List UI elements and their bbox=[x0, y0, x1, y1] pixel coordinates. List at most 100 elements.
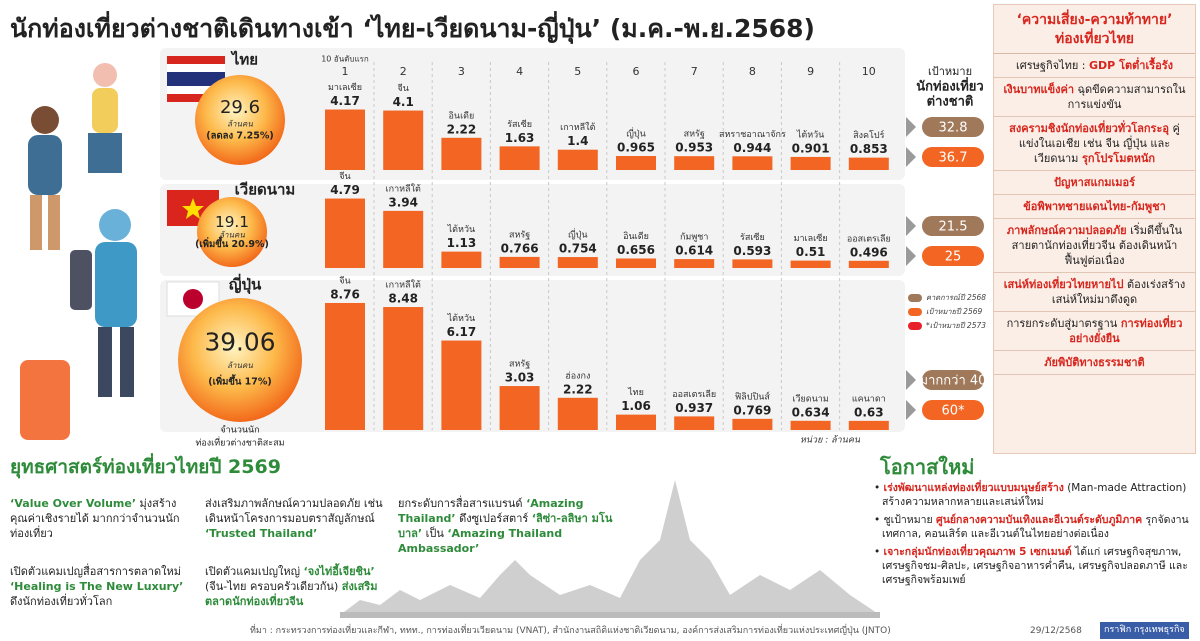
bar bbox=[383, 210, 424, 268]
category-label: รัสเซีย bbox=[740, 232, 765, 243]
bar bbox=[325, 109, 365, 170]
rank-label: 8 bbox=[749, 65, 756, 78]
body-text: ชูเป้าหมาย bbox=[883, 514, 937, 526]
highlight-text: ส่งเสริมตลาดนักท่องเที่ยวจีน bbox=[205, 580, 378, 608]
risk-title-line: ‘ความเสี่ยง-ความท้าทาย’ bbox=[1016, 12, 1173, 28]
target-header: ต่างชาติ bbox=[927, 95, 974, 110]
category-label: ญี่ปุ่น bbox=[568, 228, 588, 241]
category-label: รัสเซีย bbox=[507, 119, 532, 130]
value-label: 4.79 bbox=[330, 183, 360, 197]
body-text: ดึงซูเปอร์สตาร์ bbox=[455, 512, 532, 525]
value-label: 2.22 bbox=[563, 382, 593, 396]
risk-item: เสน่ห์ท่องเที่ยวไทยหายไป ต้องเร่งสร้างเส… bbox=[994, 273, 1195, 312]
category-label: ออสเตรเลีย bbox=[847, 233, 891, 244]
bar bbox=[499, 146, 540, 170]
flag-thailand bbox=[167, 56, 225, 102]
category-label: ฮ่องกง bbox=[565, 371, 590, 381]
rank-label: 10 bbox=[862, 65, 876, 78]
highlight-text: ‘Amazing Thailand Ambassador’ bbox=[398, 527, 563, 555]
total-change: (เพิ่มขึ้น 17%) bbox=[208, 374, 272, 388]
total-value: 29.6 bbox=[220, 97, 260, 118]
highlight-text: ปัญหาสแกมเมอร์ bbox=[1053, 176, 1136, 189]
bar bbox=[616, 156, 656, 170]
body-text: รุกจัดงานเทศกาล, คอนเสิร์ต และอีเวนต์ในไ… bbox=[882, 514, 1189, 540]
highlight-text: เร่งพัฒนาแหล่งท่องเที่ยวแบบมนุษย์สร้าง bbox=[883, 482, 1064, 494]
target-value: มากกว่า 40 bbox=[920, 374, 987, 389]
strategy-item: เปิดตัวแคมเปญใหญ่ ‘จงไท่อี้เจียชิน’ (จีน… bbox=[205, 564, 393, 609]
target-arrow bbox=[906, 216, 916, 236]
body-text: ดึงนักท่องเที่ยวทั่วโลก bbox=[10, 595, 113, 608]
date: 29/12/2568 bbox=[1030, 626, 1082, 636]
body-text: ยกระดับการสื่อสารแบรนด์ bbox=[398, 497, 527, 510]
value-label: 0.853 bbox=[850, 142, 888, 156]
highlight-text: เสน่ห์ท่องเที่ยวไทยหายไป bbox=[1003, 278, 1124, 291]
value-label: 1.63 bbox=[505, 131, 535, 145]
body-text: คู่แข่งในเอเชีย เช่น จีน ญี่ปุ่น และเวีย… bbox=[1018, 122, 1180, 165]
total-change: (ลดลง 7.25%) bbox=[206, 131, 273, 142]
category-label: ไต้หวัน bbox=[796, 129, 825, 140]
value-label: 2.22 bbox=[447, 122, 477, 136]
value-label: 4.1 bbox=[393, 95, 414, 109]
category-label: สหรัฐ bbox=[684, 130, 705, 140]
body-text: ต้องเร่งสร้างเสน่ห์ใหม่มาดึงดูด bbox=[1051, 278, 1186, 306]
highlight-text: ‘Healing is The New Luxury’ bbox=[10, 580, 184, 593]
traveler-illustration bbox=[20, 63, 137, 440]
total-change: (เพิ่มขึ้น 20.9%) bbox=[195, 236, 269, 250]
legend-label: คาดการณ์ปี 2568 bbox=[926, 293, 986, 302]
value-label: 0.901 bbox=[792, 141, 830, 155]
category-label: กัมพูชา bbox=[680, 233, 708, 243]
bar bbox=[674, 416, 715, 430]
risk-title-line: ท่องเที่ยวไทย bbox=[1054, 31, 1135, 47]
opportunity-item: • เจาะกลุ่มนักท่องเที่ยวคุณภาพ 5 เซกเมนต… bbox=[874, 546, 1188, 586]
bar bbox=[790, 260, 831, 268]
target-value: 25 bbox=[945, 250, 962, 265]
source: ที่มา : กระทรวงการท่องเที่ยวและกีฬา, ททท… bbox=[250, 626, 891, 636]
strategy-panel: ยุทธศาสตร์ท่องเที่ยวไทยปี 2569 ‘Value Ove… bbox=[0, 456, 640, 620]
total-value: 19.1 bbox=[215, 213, 249, 231]
category-label: แคนาดา bbox=[852, 394, 886, 404]
bar bbox=[616, 414, 656, 430]
value-label: 3.03 bbox=[505, 371, 535, 385]
total-unit: ล้านคน bbox=[219, 231, 245, 240]
category-label: จีน bbox=[397, 83, 408, 94]
category-label: ไทย bbox=[627, 387, 644, 398]
value-label: 6.17 bbox=[447, 325, 477, 339]
target-pill bbox=[922, 147, 984, 167]
total-circle bbox=[195, 75, 285, 165]
value-label: 0.754 bbox=[559, 242, 597, 256]
value-label: 4.17 bbox=[330, 94, 360, 108]
value-label: 8.76 bbox=[330, 287, 360, 301]
bar bbox=[499, 386, 540, 430]
cumulative-label: จำนวนนัก bbox=[220, 425, 259, 436]
risk-item: เงินบาทแข็งค่า ฉุดขีดความสามารถในการแข่ง… bbox=[994, 78, 1195, 117]
highlight-text: ‘จงไท่อี้เจียชิน’ bbox=[303, 565, 375, 578]
risk-item: สงครามชิงนักท่องเที่ยวทั่วโลกระอุ คู่แข่… bbox=[994, 117, 1195, 171]
body-text: มุ่งสร้างคุณค่าเชิงรายได้ มากกว่าจำนวนนั… bbox=[10, 497, 180, 540]
category-label: เกาหลีใต้ bbox=[386, 280, 421, 291]
category-label: สหราชอาณาจักร bbox=[719, 130, 786, 140]
highlight-text: ข้อพิพาทชายแดนไทย-กัมพูชา bbox=[1023, 200, 1166, 213]
bar bbox=[790, 156, 831, 170]
body-text: เปิดตัวแคมเปญสื่อสารการตลาดใหม่ bbox=[10, 565, 181, 578]
rank-label: 5 bbox=[574, 65, 581, 78]
value-label: 0.656 bbox=[617, 243, 655, 257]
legend-label: *เป้าหมายปี 2573 bbox=[926, 321, 986, 330]
risk-item: การยกระดับสู่มาตรฐาน การท่องเที่ยวอย่างย… bbox=[994, 312, 1195, 351]
risk-item: ข้อพิพาทชายแดนไทย-กัมพูชา bbox=[994, 195, 1195, 219]
rank-label: 9 bbox=[807, 65, 814, 78]
risk-item: ภาพลักษณ์ความปลอดภัย เริ่มดีขึ้นในสายตาน… bbox=[994, 219, 1195, 273]
category-label: เกาหลีใต้ bbox=[386, 183, 421, 194]
rank-header: 10 อันดับแรก bbox=[321, 55, 369, 64]
highlight-text: GDP โตต่ำเรื้อรัง bbox=[1089, 59, 1173, 72]
bar bbox=[848, 157, 889, 170]
strategy-title: ยุทธศาสตร์ท่องเที่ยวไทยปี 2569 bbox=[10, 456, 281, 478]
bar bbox=[499, 256, 540, 268]
value-label: 0.953 bbox=[675, 141, 713, 155]
legend-swatch bbox=[908, 308, 922, 316]
target-value: 32.8 bbox=[939, 121, 968, 136]
highlight-text: ‘Value Over Volume’ bbox=[10, 497, 137, 510]
risk-item: เศรษฐกิจไทย : GDP โตต่ำเรื้อรัง bbox=[994, 54, 1195, 78]
value-label: 0.63 bbox=[854, 405, 884, 419]
risk-item: ภัยพิบัติทางธรรมชาติ bbox=[994, 351, 1195, 375]
